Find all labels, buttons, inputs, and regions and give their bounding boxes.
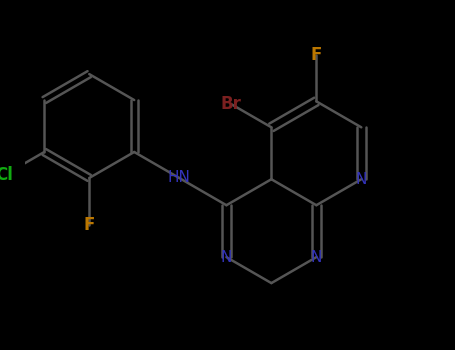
Text: Cl: Cl bbox=[0, 166, 13, 184]
Text: N: N bbox=[221, 250, 232, 265]
Text: Br: Br bbox=[221, 95, 241, 113]
Text: F: F bbox=[311, 46, 322, 64]
Text: HN: HN bbox=[168, 170, 191, 186]
Text: N: N bbox=[311, 250, 322, 265]
Text: F: F bbox=[84, 216, 95, 234]
Text: N: N bbox=[356, 172, 367, 187]
